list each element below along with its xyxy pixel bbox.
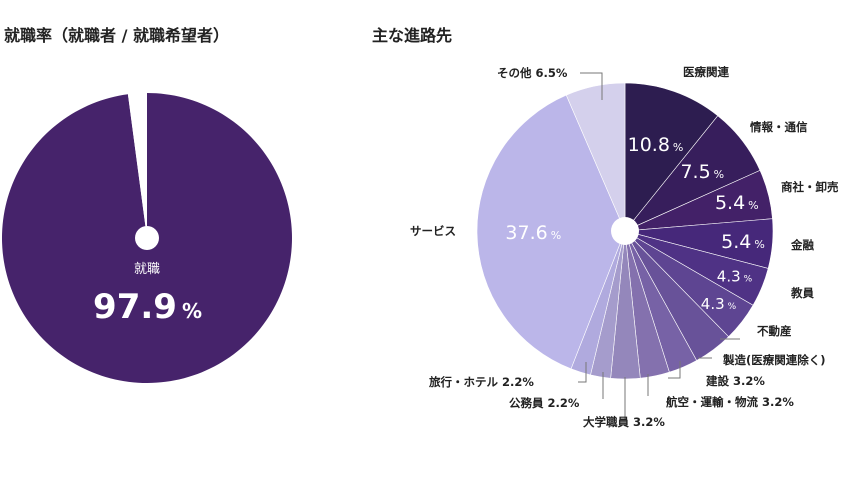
left-pie-slice-1 <box>127 93 147 238</box>
career-paths-title: 主な進路先 <box>372 26 453 45</box>
outside-category-label: 情報・通信 <box>749 120 808 134</box>
left-center-value: 97.9 <box>93 287 177 327</box>
career-leader-lines <box>578 72 740 419</box>
outside-category-label: 商社・卸売 <box>781 180 839 194</box>
left-center-unit: % <box>182 299 202 323</box>
outside-category-label: その他 6.5% <box>497 66 568 80</box>
inside-pct-label: 5.4% <box>715 192 759 214</box>
right-pie-slice-13 <box>565 82 626 232</box>
inside-pct-label: 37.6% <box>505 222 561 244</box>
left-center-label: 就職 <box>134 262 160 277</box>
career-inside-labels: 10.8 % 7.5 % 5.4 % 5.4 % 4.3 % 4.3 % 37.6% <box>505 134 764 313</box>
leader-line <box>578 362 587 383</box>
outside-category-label: 不動産 <box>757 324 792 338</box>
outside-category-label: 公務員 2.2% <box>509 396 580 410</box>
outside-category-label: 航空・運輸・物流 3.2% <box>666 395 794 409</box>
outside-category-label: 旅行・ホテル 2.2% <box>429 375 534 389</box>
left-pie-center-hole <box>135 226 159 250</box>
right-pie-center-hole <box>611 217 639 245</box>
inside-pct-label: 5.4% <box>721 231 765 253</box>
outside-category-label: 教員 <box>790 286 814 300</box>
right-pie-slice-12 <box>476 94 626 370</box>
outside-category-label: 金融 <box>790 238 814 252</box>
leader-line <box>580 72 603 100</box>
inside-pct-label: 10.8% <box>628 134 684 156</box>
leader-line <box>668 361 681 379</box>
inside-pct-label: 4.3% <box>701 295 737 313</box>
outside-category-label: 大学職員 3.2% <box>583 415 665 429</box>
right-pie-slice-0 <box>624 82 719 232</box>
outside-category-label: 製造(医療関連除く) <box>722 353 826 367</box>
outside-category-label: サービス <box>410 224 456 238</box>
employment-rate-title: 就職率（就職者 / 就職希望者） <box>4 26 229 45</box>
inside-pct-label: 7.5% <box>680 161 724 183</box>
inside-pct-label: 4.3% <box>717 267 753 285</box>
career-paths-pie <box>476 82 774 380</box>
outside-category-label: 医療関連 <box>683 65 729 79</box>
outside-category-label: 建設 3.2% <box>706 374 765 388</box>
